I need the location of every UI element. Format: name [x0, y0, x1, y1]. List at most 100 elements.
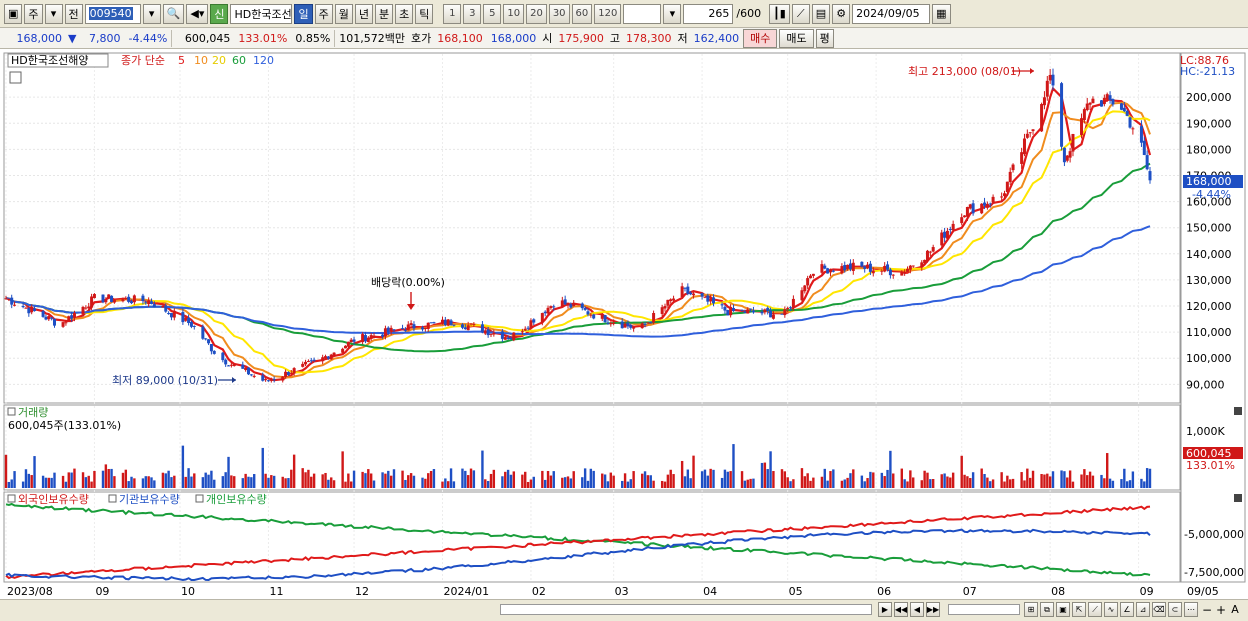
tab-minute[interactable]: 분	[374, 3, 394, 24]
tab-year[interactable]: 년	[354, 3, 373, 24]
interval-3[interactable]: 3	[463, 3, 482, 24]
volume-bar	[666, 474, 670, 488]
candle-body	[101, 294, 105, 303]
count-input[interactable]: 265	[683, 3, 734, 24]
period-dropdown-icon[interactable]: ▾	[44, 3, 63, 24]
candle-body	[1031, 129, 1035, 132]
interval-dropdown-icon[interactable]: ▾	[663, 3, 682, 24]
candle-body	[232, 364, 236, 367]
chart-area[interactable]: 90,000 100,000 110,000 120,000 130,000 140,00…	[0, 50, 1248, 599]
volume-bar	[703, 469, 707, 488]
font-size-icon[interactable]: A	[1231, 603, 1239, 616]
gear-icon[interactable]: ⚙	[832, 3, 851, 24]
y-tick-label: 100,000	[1186, 352, 1232, 365]
candle-body	[988, 203, 992, 205]
volume-bar	[389, 475, 393, 488]
interval-5[interactable]: 5	[483, 3, 502, 24]
volume-bar	[492, 469, 496, 488]
current-price-tag-text: 168,000	[1186, 175, 1232, 188]
volume-close-icon[interactable]	[1234, 407, 1242, 415]
fit-icon[interactable]: ⊞	[1024, 602, 1038, 617]
eraser-icon[interactable]: ⌫	[1152, 602, 1166, 617]
candle-body	[623, 323, 627, 328]
candle-body	[888, 269, 892, 276]
scroll-prev-icon[interactable]: ◀	[910, 602, 924, 617]
scroll-track[interactable]	[500, 604, 872, 615]
volume-bar	[13, 471, 16, 488]
candle-body	[1082, 109, 1086, 121]
candle-icon[interactable]: ┃▮	[769, 3, 790, 24]
more-icon[interactable]: ⋯	[1184, 602, 1198, 617]
window-icon[interactable]: ▣	[1056, 602, 1070, 617]
volume-bar	[469, 468, 473, 488]
volume-bar	[621, 480, 624, 488]
volume-bar	[352, 470, 356, 488]
search-icon[interactable]: 🔍	[162, 3, 185, 24]
magnet-icon[interactable]: ⊂	[1168, 602, 1182, 617]
holdings-close-icon[interactable]	[1234, 494, 1242, 502]
link-icon[interactable]: ⇱	[1072, 602, 1086, 617]
candle-body	[500, 331, 504, 339]
tab-month[interactable]: 월	[334, 3, 353, 24]
sell-button[interactable]: 매도	[779, 28, 814, 48]
stock-code-input[interactable]: 009540	[84, 3, 141, 24]
volume-bar	[960, 455, 963, 488]
candle-body	[925, 250, 929, 262]
candle-body	[669, 299, 673, 302]
volume-bar	[892, 473, 895, 488]
interval-60[interactable]: 60	[571, 3, 593, 24]
volume-bar	[170, 477, 173, 488]
candle-body	[891, 274, 895, 276]
volume-bar	[324, 472, 327, 488]
layout-icon[interactable]: ▣	[4, 3, 23, 24]
candle-body	[289, 372, 293, 374]
buy-button[interactable]: 매수	[743, 28, 778, 48]
period-toggle-button[interactable]: 주	[24, 3, 43, 24]
volume-bar	[64, 481, 68, 488]
interval-30[interactable]: 30	[548, 3, 570, 24]
candle-body	[463, 327, 467, 330]
candle-body	[329, 354, 333, 360]
date-input[interactable]: 2024/09/05	[852, 3, 931, 24]
tab-day[interactable]: 일	[294, 3, 313, 24]
copy-icon[interactable]: ⧉	[1040, 602, 1054, 617]
volume-legend-square	[7, 407, 16, 416]
scroll-right-icon[interactable]: ▶	[878, 602, 892, 617]
grid-toggle-icon[interactable]	[9, 71, 22, 84]
candle-body	[132, 295, 136, 303]
candle-body	[421, 327, 425, 330]
tab-second[interactable]: 초	[395, 3, 414, 24]
zoom-in-icon[interactable]: +	[1215, 602, 1227, 617]
speaker-icon[interactable]: ◀▾	[186, 3, 209, 24]
avg-button[interactable]: 평	[815, 28, 834, 48]
tab-tick[interactable]: 틱	[415, 3, 434, 24]
code-dropdown-icon[interactable]: ▾	[142, 3, 161, 24]
angle-icon[interactable]: ∠	[1120, 602, 1134, 617]
interval-20[interactable]: 20	[526, 3, 547, 24]
zoom-out-icon[interactable]: −	[1201, 602, 1213, 617]
candle-body	[626, 322, 630, 327]
interval-10[interactable]: 10	[503, 3, 525, 24]
holdings-panel	[3, 491, 1181, 583]
zoom-slider[interactable]	[948, 604, 1020, 615]
interval-120[interactable]: 120	[594, 3, 622, 24]
candle-body	[443, 319, 447, 326]
count-max: /600	[736, 7, 762, 20]
prev-button[interactable]: 전	[64, 3, 83, 24]
interval-1[interactable]: 1	[443, 3, 462, 24]
scroll-last-icon[interactable]: ▶▶	[926, 602, 940, 617]
scroll-first-icon[interactable]: ◀◀	[894, 602, 908, 617]
draw-icon[interactable]: ⟋	[791, 3, 810, 24]
candle-body	[286, 372, 290, 375]
calendar-icon[interactable]: ▦	[932, 3, 951, 24]
save-icon[interactable]: ▤	[811, 3, 831, 24]
wave-icon[interactable]: ∿	[1104, 602, 1118, 617]
volume-bar	[141, 478, 145, 488]
trend-icon[interactable]: ⟋	[1088, 602, 1102, 617]
custom-interval-input[interactable]	[623, 3, 662, 24]
pattern-icon[interactable]: ⊿	[1136, 602, 1150, 617]
volume-bar	[70, 472, 73, 488]
volume-bar	[669, 469, 672, 488]
tab-week[interactable]: 주	[314, 3, 333, 24]
volume-bar	[84, 477, 88, 488]
